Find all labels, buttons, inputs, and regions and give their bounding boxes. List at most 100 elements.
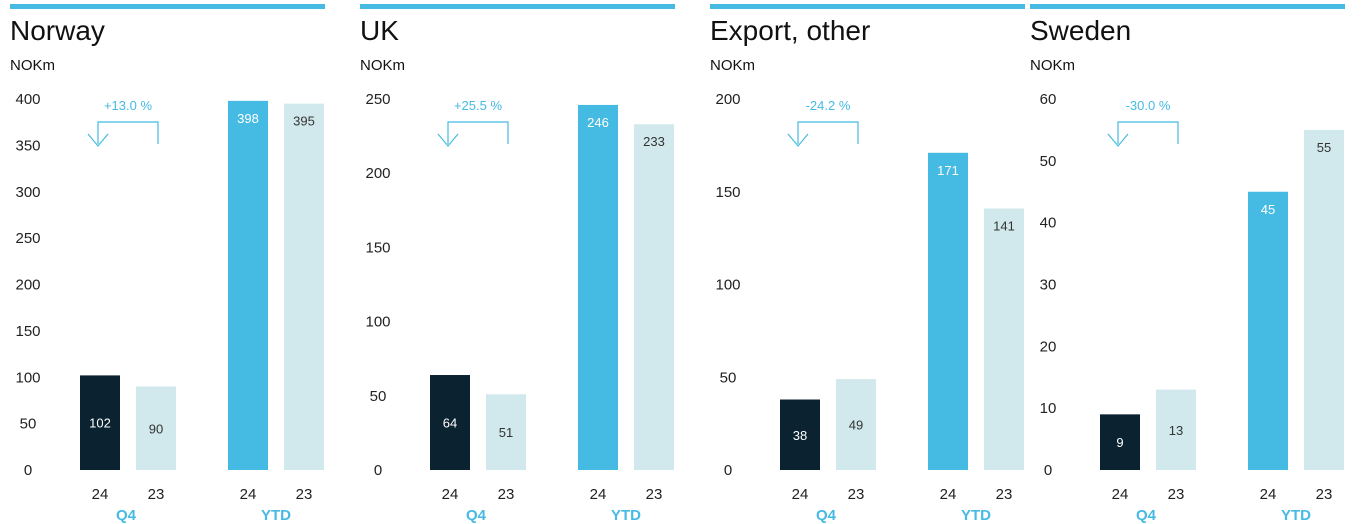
y-tick-label: 300 [15,184,40,201]
bar [228,100,268,470]
y-tick-label: 0 [724,462,732,479]
bar [928,152,968,471]
bar-value-label: 13 [1169,423,1183,438]
bar [80,375,120,470]
y-tick-label: 250 [365,91,390,108]
change-arrow-icon [1107,133,1129,147]
y-tick-label: 50 [20,416,37,433]
bar-value-label: 171 [937,163,959,178]
y-tick-label: 150 [15,323,40,340]
y-tick-label: 100 [715,277,740,294]
change-arrow-icon [787,133,809,147]
group-label: YTD [261,507,291,524]
change-arrow-icon [437,133,459,147]
panel-top-rule [710,4,1025,9]
bar [284,103,324,470]
x-tick-label: 23 [1168,486,1185,503]
bar-value-label: 9 [1116,435,1123,450]
panel-top-rule [10,4,325,9]
y-tick-label: 100 [365,314,390,331]
chart-panel: UK NOKm 0 50 100 150 200 250 64 51 246 233 24 23 24 23 Q… [360,4,675,524]
x-tick-label: 23 [498,486,515,503]
x-tick-label: 24 [940,486,957,503]
bar-value-label: 49 [849,418,863,433]
group-label: Q4 [116,507,137,524]
y-tick-label: 250 [15,230,40,247]
chart-panel: Export, other NOKm 0 50 100 150 200 38 49 171 141 2… [710,4,1025,524]
panel-title: Norway [10,15,105,46]
x-tick-label: 24 [442,486,459,503]
bar-value-label: 64 [443,416,457,431]
x-tick-label: 24 [590,486,607,503]
bar [1100,414,1140,470]
y-tick-label: 200 [365,165,390,182]
panel-unit: NOKm [10,57,55,74]
y-tick-label: 0 [374,462,382,479]
bar-value-label: 90 [149,421,163,436]
panel-top-rule [360,4,675,9]
y-tick-label: 20 [1040,338,1057,355]
y-tick-label: 10 [1040,400,1057,417]
x-tick-label: 23 [148,486,165,503]
bar-value-label: 398 [237,111,259,126]
bar-value-label: 141 [993,218,1015,233]
y-tick-label: 200 [715,91,740,108]
change-bracket [1117,121,1179,144]
bar [1304,129,1344,470]
bar [578,104,618,470]
y-tick-label: 200 [15,277,40,294]
change-arrow-icon [87,133,109,147]
x-tick-label: 23 [1316,486,1333,503]
bar-value-label: 246 [587,115,609,130]
group-label: Q4 [466,507,487,524]
y-tick-label: 0 [1044,462,1052,479]
group-label: YTD [611,507,641,524]
bar-value-label: 102 [89,416,111,431]
bar [780,399,820,470]
x-tick-label: 24 [792,486,809,503]
y-tick-label: 100 [15,369,40,386]
bar-value-label: 51 [499,425,513,440]
change-label: +13.0 % [104,98,153,113]
group-label: Q4 [1136,507,1157,524]
bar [984,208,1024,470]
panel-unit: NOKm [1030,57,1075,74]
group-label: YTD [961,507,991,524]
bar-value-label: 55 [1317,140,1331,155]
y-tick-label: 60 [1040,91,1057,108]
bar [1156,389,1196,470]
group-label: Q4 [816,507,837,524]
x-tick-label: 23 [296,486,313,503]
panel-unit: NOKm [360,57,405,74]
bar [836,379,876,470]
y-tick-label: 50 [370,388,387,405]
change-label: -30.0 % [1126,98,1171,113]
panel-top-rule [1030,4,1345,9]
bar-value-label: 38 [793,428,807,443]
group-label: YTD [1281,507,1311,524]
y-tick-label: 400 [15,91,40,108]
x-tick-label: 24 [240,486,257,503]
panel-unit: NOKm [710,57,755,74]
bar [634,124,674,470]
y-tick-label: 150 [715,184,740,201]
x-tick-label: 23 [646,486,663,503]
chart-panel: Sweden NOKm 0 10 20 30 40 50 60 9 13 45 55 24 23 24 23 Q4… [1030,4,1345,524]
bar-value-label: 45 [1261,202,1275,217]
y-tick-label: 350 [15,137,40,154]
bar [430,375,470,470]
panel-title: Sweden [1030,15,1131,46]
x-tick-label: 23 [996,486,1013,503]
change-bracket [97,121,159,144]
bar [136,386,176,470]
change-bracket [447,121,509,144]
y-tick-label: 30 [1040,277,1057,294]
x-tick-label: 24 [92,486,109,503]
y-tick-label: 0 [24,462,32,479]
bar-value-label: 233 [643,134,665,149]
panel-title: UK [360,15,399,46]
x-tick-label: 24 [1260,486,1277,503]
panel-title: Export, other [710,15,870,46]
change-bracket [797,121,859,144]
